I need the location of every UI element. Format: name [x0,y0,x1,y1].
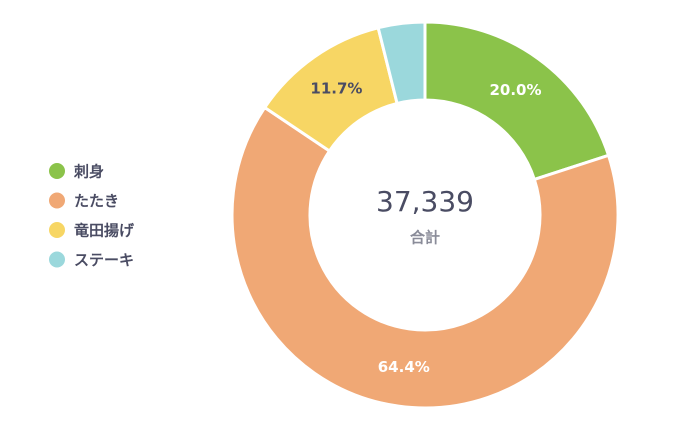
value-label: 64.4% [378,358,430,376]
legend-label: ステーキ [74,251,134,269]
slice [423,20,611,182]
center-value: 37,339 [376,185,474,218]
legend-marker [49,251,65,268]
legend-label: 刺身 [74,163,104,181]
legend-marker [49,192,65,209]
legend-marker [49,222,65,238]
legend-label: 竜田揚げ [74,222,135,240]
slice [230,105,620,410]
legend-label: たたき [74,192,119,210]
center-label: 合計 [409,229,440,247]
slice [376,20,427,106]
legend-marker [49,163,65,179]
value-label: 20.0% [489,81,541,99]
value-label: 11.7% [310,80,362,98]
